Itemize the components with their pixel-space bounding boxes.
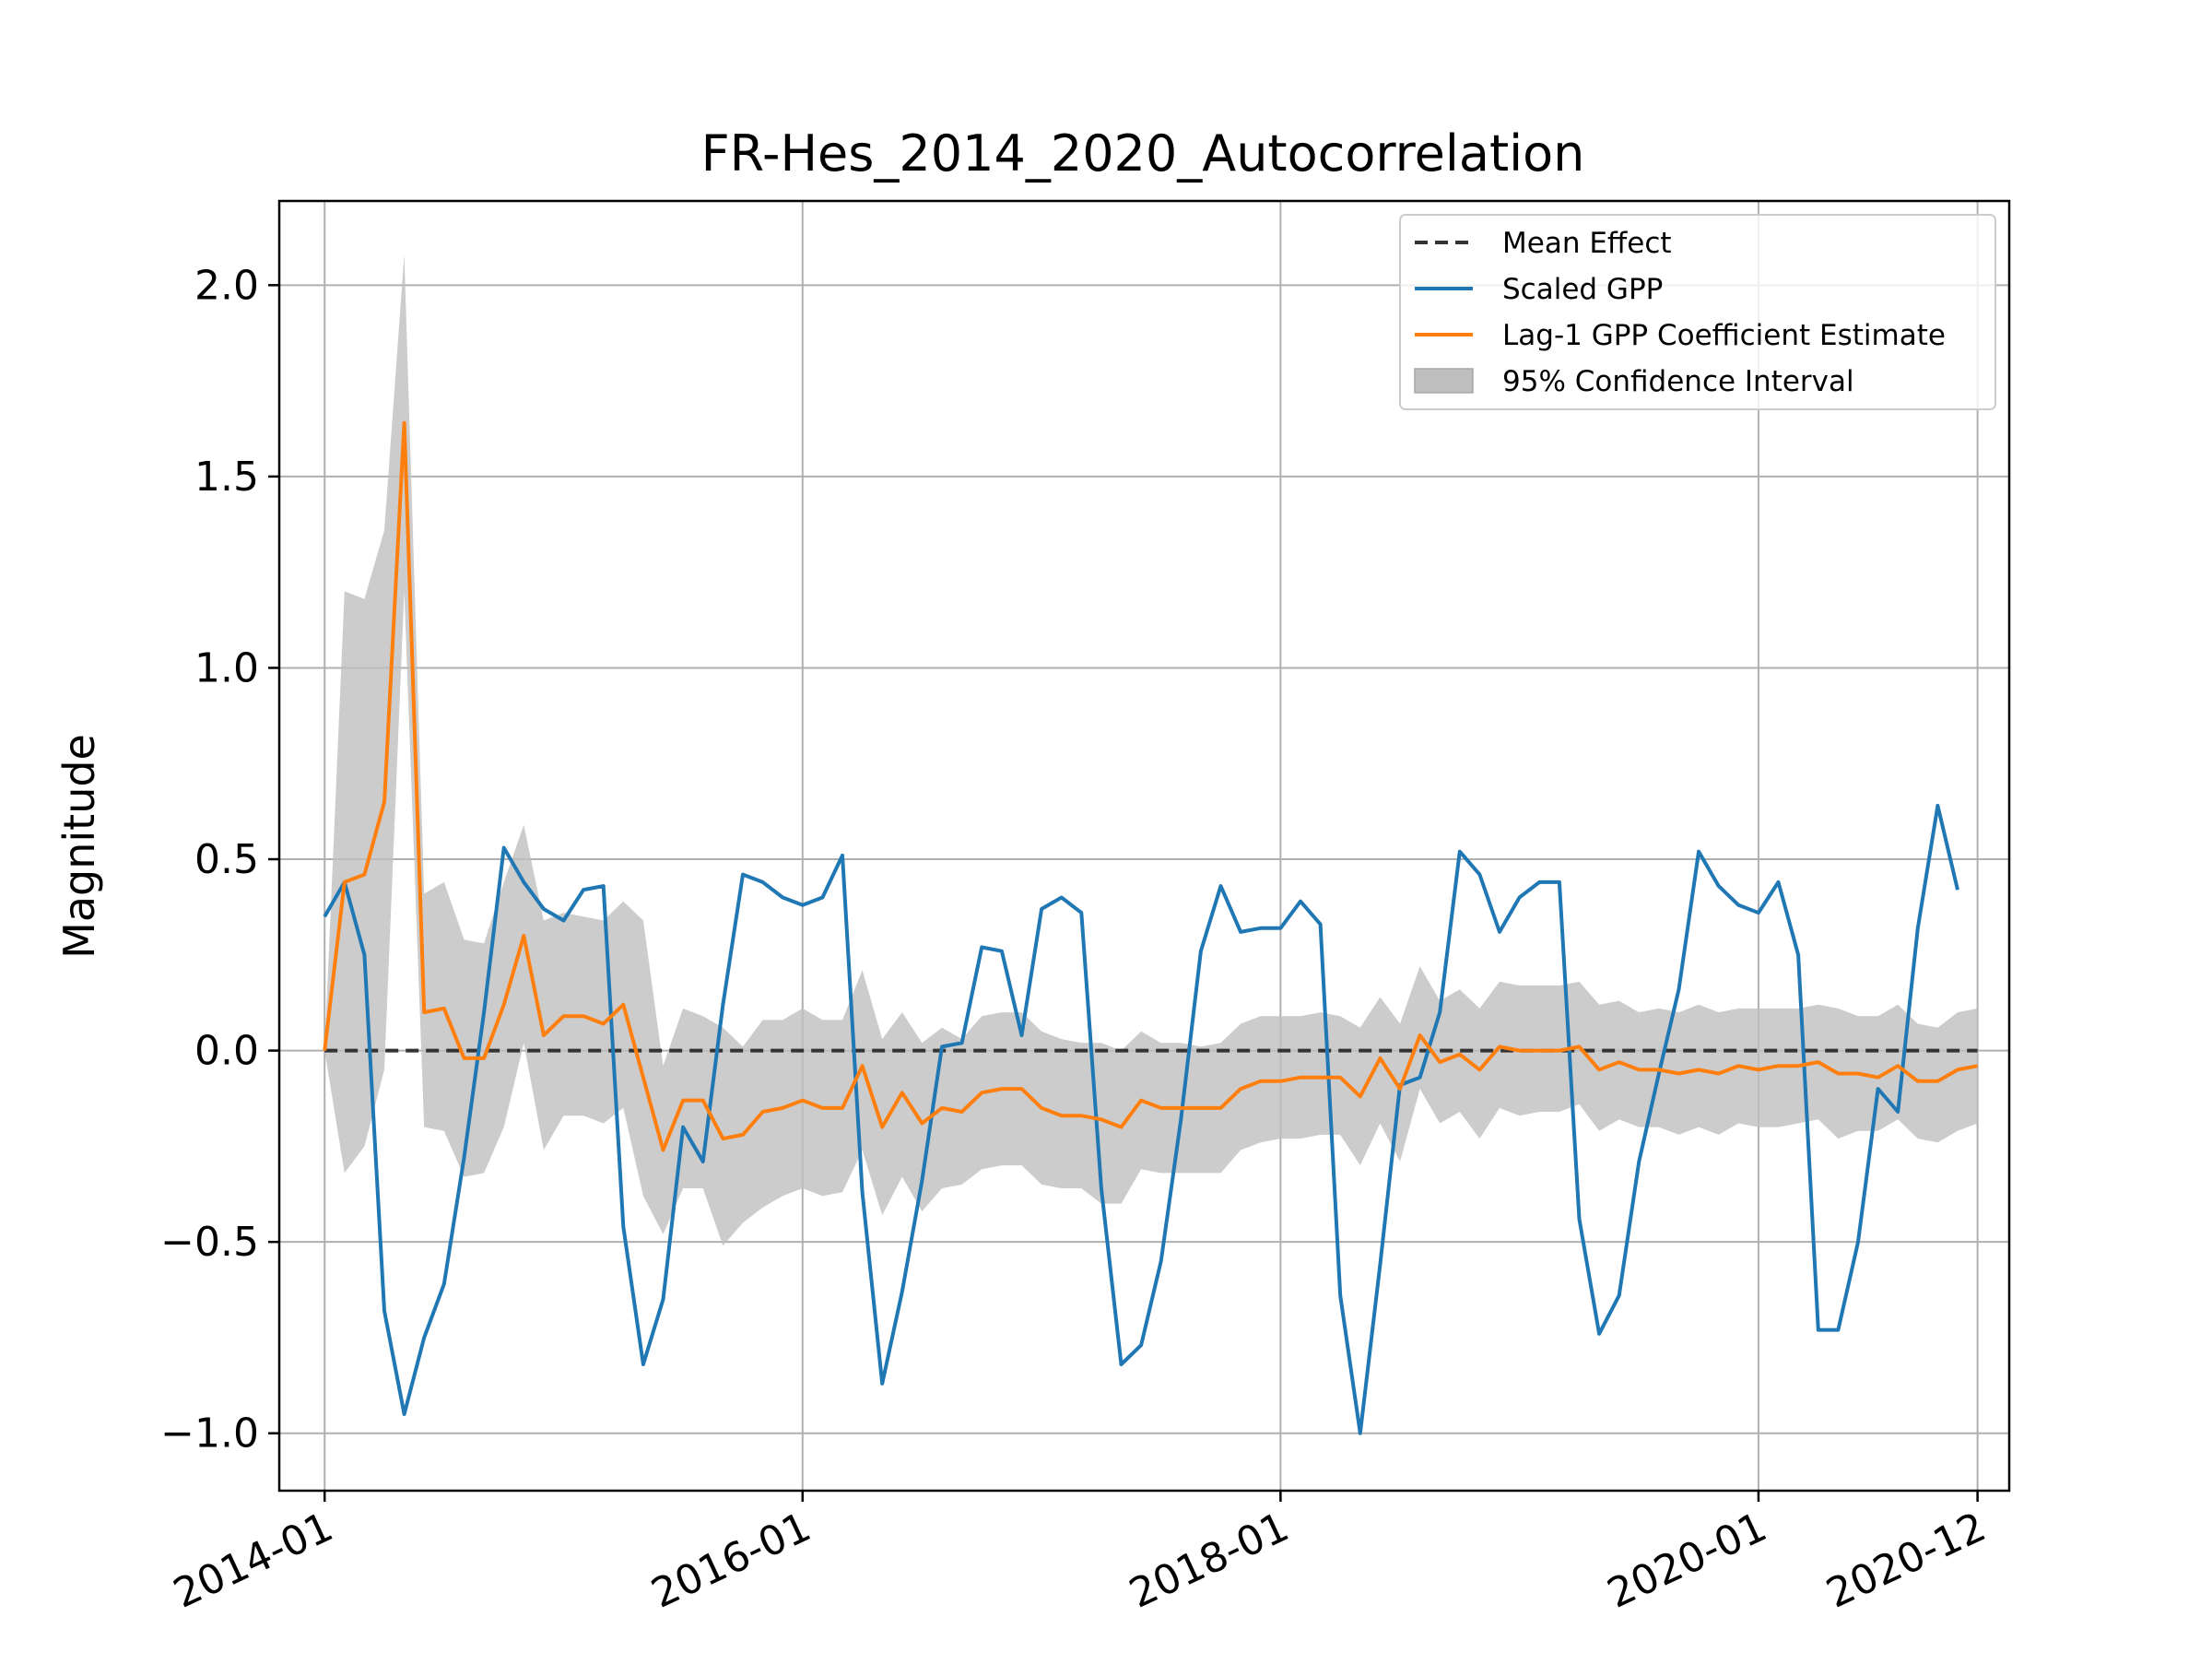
y-tick-label: 0.5	[194, 836, 259, 883]
y-tick-label: 1.5	[194, 454, 259, 501]
legend-lag1-coefficient-label: Lag-1 GPP Coefficient Estimate	[1502, 319, 1946, 352]
y-axis-label: Magnitude	[54, 734, 104, 959]
chart-title: FR-Hes_2014_2020_Autocorrelation	[701, 124, 1585, 183]
y-tick-label: −1.0	[160, 1410, 259, 1457]
legend-confidence-interval-swatch	[1414, 368, 1474, 394]
x-tick-label: 2020-01	[1600, 1504, 1773, 1618]
legend-confidence-interval-label: 95% Confidence Interval	[1502, 365, 1854, 398]
series-layer	[323, 420, 1978, 1435]
x-tick-label: 2014-01	[167, 1504, 340, 1618]
confidence-interval-band	[324, 254, 1978, 1246]
y-tick-label: −0.5	[160, 1219, 259, 1266]
y-tick-label: 2.0	[194, 262, 259, 309]
legend-box	[1399, 214, 1996, 410]
x-tick-label: 2016-01	[644, 1504, 818, 1618]
scaled-gpp-line	[323, 803, 1959, 1435]
x-tick-label: 2018-01	[1123, 1504, 1296, 1618]
legend: Mean Effect Scaled GPP Lag-1 GPP Coefficie…	[1399, 214, 1996, 410]
confidence-band-layer	[324, 254, 1978, 1246]
legend-scaled-gpp-label: Scaled GPP	[1502, 273, 1663, 306]
x-tick-label: 2020-12	[1819, 1504, 1993, 1618]
y-tick-label: 1.0	[194, 644, 259, 691]
y-tick-label: 0.0	[194, 1028, 259, 1075]
legend-mean-effect-label: Mean Effect	[1502, 227, 1672, 260]
lag1-coefficient-line	[323, 420, 1978, 1152]
axes-frame	[277, 199, 2011, 1493]
